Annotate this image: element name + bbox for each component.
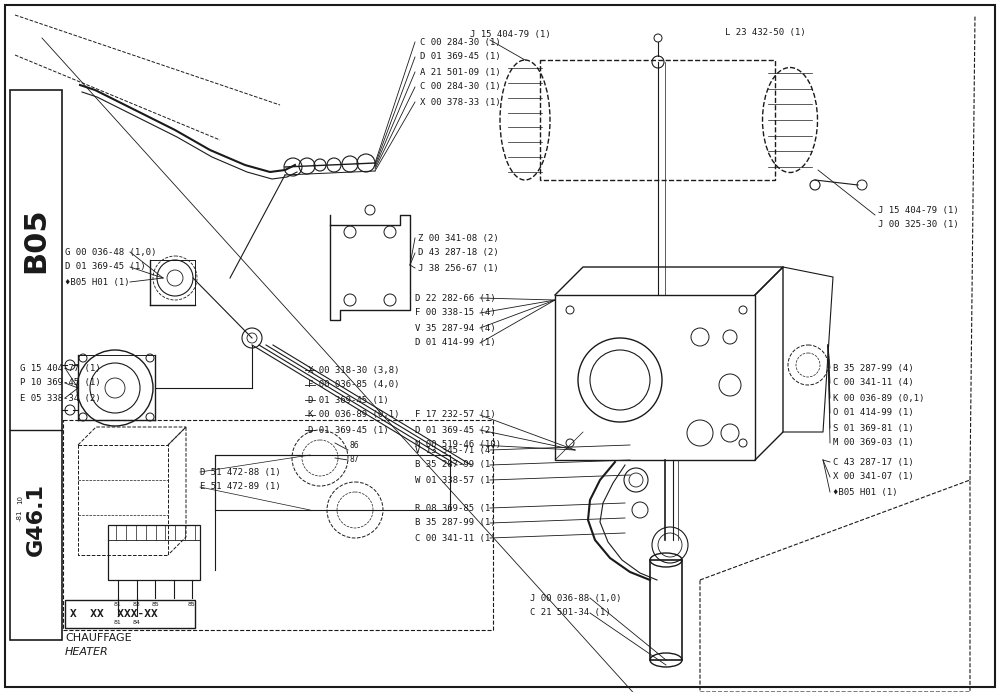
Bar	[63, 420, 493, 630]
Text: B 35 287-99 (4): B 35 287-99 (4)	[833, 363, 914, 372]
Text: A 21 501-09 (1): A 21 501-09 (1)	[420, 68, 501, 77]
Bar	[650, 560, 682, 660]
Text: 86: 86	[350, 441, 360, 450]
Text: 87: 87	[350, 455, 360, 464]
Text: J 00 036-88 (1,0): J 00 036-88 (1,0)	[530, 594, 621, 603]
Text: HEATER: HEATER	[65, 647, 109, 657]
Bar	[65, 600, 195, 628]
Text: K 00 036-89 (0,1): K 00 036-89 (0,1)	[833, 394, 924, 403]
Text: F 00 036-85 (4,0): F 00 036-85 (4,0)	[308, 381, 399, 390]
Text: CHAUFFAGE: CHAUFFAGE	[65, 633, 132, 643]
Text: D 43 287-18 (2): D 43 287-18 (2)	[418, 248, 499, 257]
Text: ♦B05 H01 (1): ♦B05 H01 (1)	[65, 277, 130, 286]
Text: F 00 338-15 (4): F 00 338-15 (4)	[415, 309, 496, 318]
Text: 85: 85	[151, 602, 159, 607]
Text: J 15 404-79 (1): J 15 404-79 (1)	[470, 30, 551, 39]
Text: C 00 341-11 (1): C 00 341-11 (1)	[415, 534, 496, 543]
Text: V 13 345-71 (4): V 13 345-71 (4)	[415, 446, 496, 455]
Text: X 00 378-33 (1): X 00 378-33 (1)	[420, 98, 501, 107]
Text: 84: 84	[133, 620, 140, 625]
Text: X  XX  XXX-XX: X XX XXX-XX	[70, 609, 158, 619]
Text: O 01 414-99 (1): O 01 414-99 (1)	[833, 408, 914, 417]
Text: D 51 472-88 (1): D 51 472-88 (1)	[200, 468, 281, 477]
Text: 81: 81	[114, 602, 122, 607]
Text: D 01 369-45 (1): D 01 369-45 (1)	[308, 396, 389, 405]
Text: J 00 325-30 (1): J 00 325-30 (1)	[878, 221, 959, 230]
Text: 81: 81	[114, 620, 122, 625]
Text: D 01 414-99 (1): D 01 414-99 (1)	[415, 338, 496, 347]
Text: ♦B05 H01 (1): ♦B05 H01 (1)	[833, 487, 898, 496]
Text: N 00 519-46 (10): N 00 519-46 (10)	[415, 441, 501, 450]
Text: C 00 341-11 (4): C 00 341-11 (4)	[833, 379, 914, 388]
Text: D 01 369-45 (1): D 01 369-45 (1)	[65, 262, 146, 271]
Text: 83: 83	[133, 602, 140, 607]
Text: E 05 338-34 (2): E 05 338-34 (2)	[20, 394, 101, 403]
Text: R 08 369-85 (1): R 08 369-85 (1)	[415, 504, 496, 513]
Text: 10: 10	[17, 495, 23, 504]
Text: D 01 369-45 (1): D 01 369-45 (1)	[420, 53, 501, 62]
Text: X 00 318-30 (3,8): X 00 318-30 (3,8)	[308, 365, 399, 374]
Text: Z 00 341-08 (2): Z 00 341-08 (2)	[418, 233, 499, 242]
Text: V 35 287-94 (4): V 35 287-94 (4)	[415, 323, 496, 332]
Text: L 23 432-50 (1): L 23 432-50 (1)	[725, 28, 806, 37]
Text: 85: 85	[188, 602, 196, 607]
Text: -81: -81	[17, 509, 23, 521]
Text: G46.1: G46.1	[26, 484, 46, 556]
Text: B05: B05	[22, 207, 50, 273]
Text: F 17 232-57 (1): F 17 232-57 (1)	[415, 410, 496, 419]
Bar	[10, 90, 62, 640]
Text: C 43 287-17 (1): C 43 287-17 (1)	[833, 457, 914, 466]
Text: G 15 404-77 (1): G 15 404-77 (1)	[20, 363, 101, 372]
Text: W 01 338-57 (1): W 01 338-57 (1)	[415, 475, 496, 484]
Text: C 00 284-30 (1): C 00 284-30 (1)	[420, 37, 501, 46]
Bar	[540, 60, 775, 180]
Text: D 22 282-66 (1): D 22 282-66 (1)	[415, 293, 496, 302]
Text: B 35 287-99 (1): B 35 287-99 (1)	[415, 518, 496, 527]
Bar	[108, 525, 200, 580]
Text: B 35 287-99 (1): B 35 287-99 (1)	[415, 460, 496, 469]
Text: C 00 284-30 (1): C 00 284-30 (1)	[420, 82, 501, 91]
Bar	[555, 295, 755, 460]
Text: X 00 341-07 (1): X 00 341-07 (1)	[833, 473, 914, 482]
Text: E 51 472-89 (1): E 51 472-89 (1)	[200, 482, 281, 491]
Text: J 15 404-79 (1): J 15 404-79 (1)	[878, 206, 959, 215]
Text: K 00 036-89 (0,1): K 00 036-89 (0,1)	[308, 410, 399, 419]
Text: S 01 369-81 (1): S 01 369-81 (1)	[833, 424, 914, 432]
Text: M 00 369-03 (1): M 00 369-03 (1)	[833, 439, 914, 448]
Text: G 00 036-48 (1,0): G 00 036-48 (1,0)	[65, 248, 156, 257]
Text: J 38 256-67 (1): J 38 256-67 (1)	[418, 264, 499, 273]
Text: D 01 369-45 (2): D 01 369-45 (2)	[415, 426, 496, 435]
Text: P 10 369-45 (1): P 10 369-45 (1)	[20, 379, 101, 388]
Text: C 21 501-34 (1): C 21 501-34 (1)	[530, 608, 611, 617]
Text: D 01 369-45 (1): D 01 369-45 (1)	[308, 426, 389, 435]
